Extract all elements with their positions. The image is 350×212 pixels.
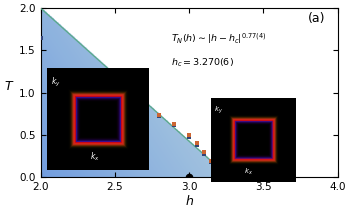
- Point: [142, 105, 147, 108]
- Point: [201, 152, 207, 155]
- Point: [194, 143, 199, 147]
- Text: $k_y$: $k_y$: [214, 104, 223, 116]
- Text: $k_x$: $k_x$: [90, 151, 99, 163]
- Point: [186, 133, 192, 137]
- Text: $h_c = 3.270(6)$: $h_c = 3.270(6)$: [171, 56, 234, 68]
- Point: [223, 172, 229, 176]
- Point: [172, 123, 177, 127]
- Point: [112, 72, 118, 76]
- Text: (a): (a): [308, 12, 326, 25]
- Point: [156, 114, 162, 117]
- Point: [209, 159, 214, 163]
- Point: [209, 160, 214, 164]
- Point: [119, 94, 125, 98]
- Point: [216, 167, 222, 170]
- X-axis label: h: h: [185, 195, 193, 208]
- Point: [186, 135, 192, 138]
- Y-axis label: T: T: [4, 80, 12, 93]
- Text: $k_x$: $k_x$: [244, 167, 253, 177]
- Point: [112, 72, 118, 76]
- Point: [127, 97, 133, 100]
- Text: $k_y$: $k_y$: [51, 76, 61, 89]
- Point: [223, 171, 229, 175]
- Text: $T_N(h) \sim |h-h_c|^{0.77(4)}$: $T_N(h) \sim |h-h_c|^{0.77(4)}$: [171, 31, 266, 46]
- Point: [201, 150, 207, 153]
- Point: [156, 115, 162, 118]
- Point: [194, 142, 199, 145]
- Point: [142, 106, 147, 110]
- Point: [216, 166, 222, 170]
- Point: [38, 36, 43, 39]
- Point: [127, 99, 133, 103]
- Point: [172, 122, 177, 126]
